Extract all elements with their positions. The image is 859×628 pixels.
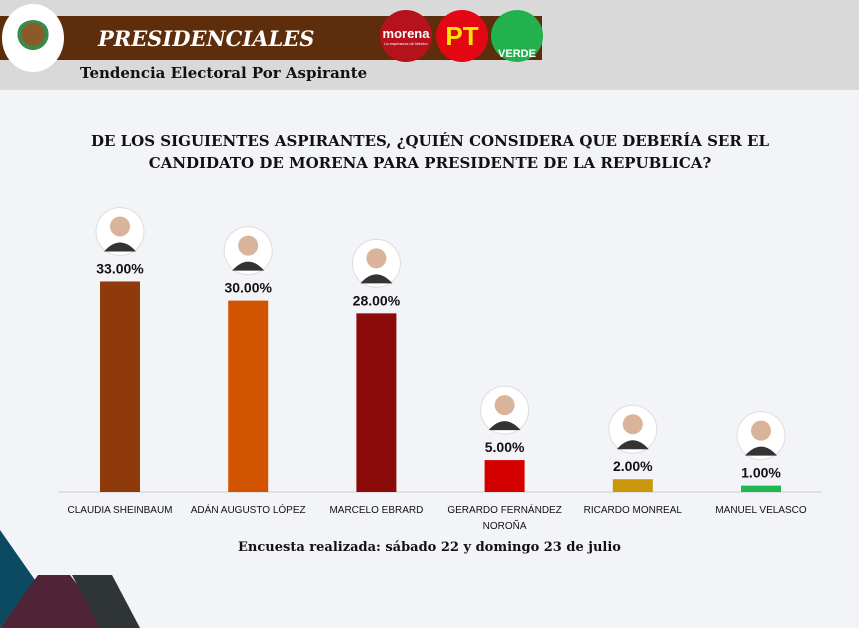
bar — [612, 479, 653, 492]
avatar-face — [622, 414, 643, 435]
data-label: 1.00% — [741, 465, 781, 481]
decor-shape — [0, 575, 110, 628]
page-subtitle: Tendencia Electoral Por Aspirante — [80, 64, 368, 82]
avatar-face — [751, 420, 771, 441]
avatar-body — [616, 440, 649, 450]
coat-of-arms-logo — [2, 4, 64, 72]
avatar-face — [110, 216, 130, 237]
category-label: RICARDO MONREAL — [584, 505, 683, 516]
data-label: 2.00% — [613, 458, 653, 474]
bar — [356, 313, 397, 492]
bar — [741, 485, 781, 492]
avatar-body — [360, 274, 393, 284]
avatar-face — [238, 235, 259, 256]
avatar-face — [366, 248, 387, 269]
bar — [228, 300, 269, 492]
bar — [484, 460, 525, 492]
category-label: GERARDO FERNÁNDEZ — [447, 503, 561, 516]
data-label: 5.00% — [485, 439, 525, 455]
bar — [100, 281, 140, 492]
decor-shape — [0, 530, 35, 628]
avatar-face — [494, 395, 515, 416]
category-label: MANUEL VELASCO — [715, 505, 807, 516]
data-label: 30.00% — [224, 280, 272, 296]
morena-logo: morena La esperanza de México — [380, 10, 432, 62]
avatar-body — [104, 242, 136, 252]
survey-date-note: Encuesta realizada: sábado 22 y domingo … — [238, 540, 621, 555]
category-label: CLAUDIA SHEINBAUM — [67, 505, 172, 516]
category-label: ADÁN AUGUSTO LÓPEZ — [191, 503, 306, 516]
chart-title: DE LOS SIGUIENTES ASPIRANTES, ¿QUIÉN CON… — [90, 132, 770, 172]
page-title: PRESIDENCIALES — [98, 26, 315, 51]
category-label: MARCELO EBRARD — [329, 505, 423, 516]
verde-logo: VERDE — [491, 10, 543, 62]
pt-logo: PT — [436, 10, 488, 62]
data-label: 33.00% — [96, 260, 144, 276]
avatar-body — [232, 261, 265, 271]
data-label: 28.00% — [353, 292, 401, 308]
avatar-body — [488, 421, 521, 431]
decor-shape — [72, 575, 140, 628]
avatar-body — [745, 446, 777, 456]
category-label: NOROÑA — [483, 519, 527, 532]
